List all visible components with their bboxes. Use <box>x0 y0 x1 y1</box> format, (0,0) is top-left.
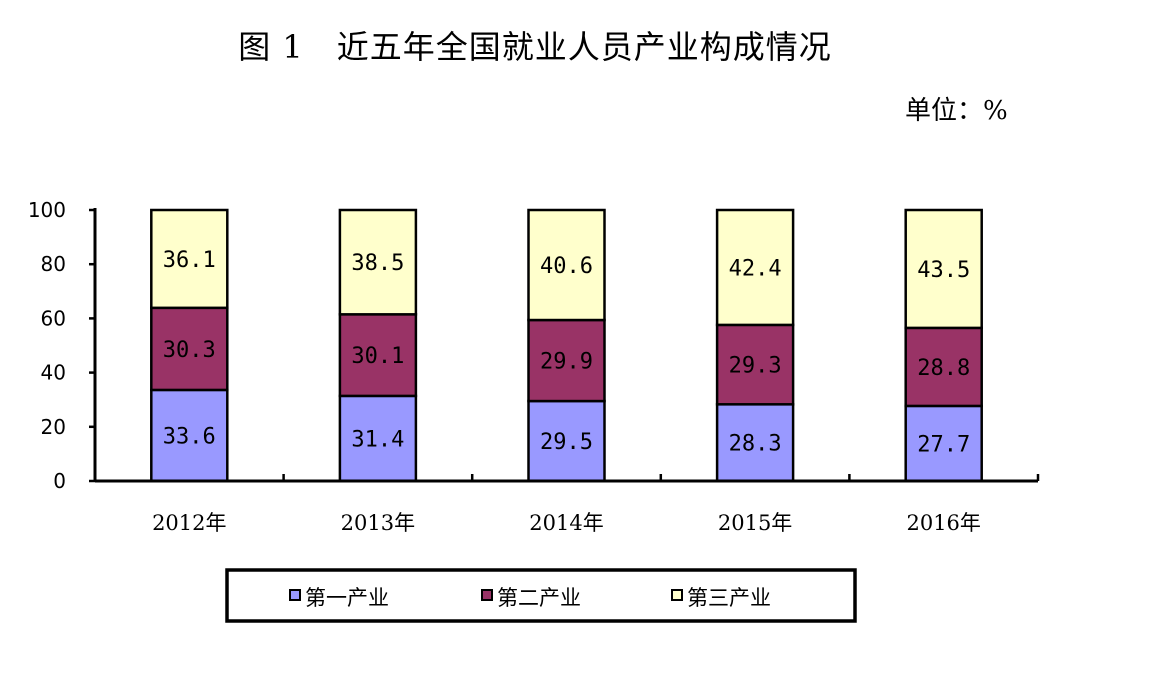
bar-segment-1-2 <box>338 394 418 483</box>
y-tick-label: 40 <box>41 361 66 385</box>
data-label: 28.8 <box>917 356 970 381</box>
y-tick-label: 80 <box>41 252 66 276</box>
bars-layer <box>150 208 983 483</box>
bar-segment-1-5 <box>904 404 983 483</box>
y-tick-label: 60 <box>41 306 66 330</box>
legend-label: 第三产业 <box>687 586 771 610</box>
legend-label: 第一产业 <box>305 586 389 610</box>
data-label: 29.3 <box>729 354 782 379</box>
bar-segment-2-5 <box>904 326 983 408</box>
legend-swatch <box>481 589 493 601</box>
legend-swatch <box>289 589 301 601</box>
data-label: 33.6 <box>163 424 216 449</box>
x-tick-label: 2012年 <box>152 511 226 535</box>
legend-label: 第二产业 <box>497 586 581 610</box>
unit-label: 单位：% <box>905 96 1008 126</box>
legend-swatch <box>671 589 683 601</box>
legend-box <box>225 568 857 623</box>
x-tick-label: 2014年 <box>529 511 603 535</box>
data-label: 36.1 <box>163 248 216 273</box>
bar-segment-2-1 <box>150 306 229 392</box>
bar-segment-3-3 <box>527 208 606 322</box>
data-label: 38.5 <box>351 251 404 276</box>
y-tick-label: 20 <box>41 415 66 439</box>
bar-segment-3-1 <box>150 208 229 310</box>
data-label: 40.6 <box>540 254 593 279</box>
x-tick-label: 2016年 <box>906 511 980 535</box>
y-tick-label: 100 <box>28 198 66 222</box>
chart-title: 图 1 近五年全国就业人员产业构成情况 <box>238 28 832 66</box>
data-label: 43.5 <box>917 258 970 283</box>
data-label: 30.3 <box>163 338 216 363</box>
x-tick-label: 2013年 <box>341 511 415 535</box>
labels-layer: 33.6 30.3 36.1 2012年 31.4 30.1 38.5 2013年 29.5 29… <box>28 198 981 535</box>
data-label: 29.9 <box>540 350 593 375</box>
data-label: 42.4 <box>729 256 782 281</box>
bar-segment-2-4 <box>715 323 795 406</box>
data-label: 30.1 <box>351 344 404 369</box>
x-tick-label: 2015年 <box>718 511 792 535</box>
data-label: 31.4 <box>351 427 404 452</box>
y-tick-label: 0 <box>53 469 66 493</box>
bar-segment-3-5 <box>904 208 983 330</box>
data-label: 28.3 <box>729 432 782 457</box>
bar-segment-3-2 <box>338 208 418 316</box>
data-label: 29.5 <box>540 430 593 455</box>
legend: 第一产业 第二产业 第三产业 <box>225 568 857 623</box>
axes-layer <box>89 208 1040 483</box>
data-label: 27.7 <box>917 432 970 457</box>
bar-segment-3-4 <box>715 208 795 327</box>
bar-segment-1-1 <box>150 388 229 483</box>
bar-segment-2-2 <box>338 313 418 398</box>
